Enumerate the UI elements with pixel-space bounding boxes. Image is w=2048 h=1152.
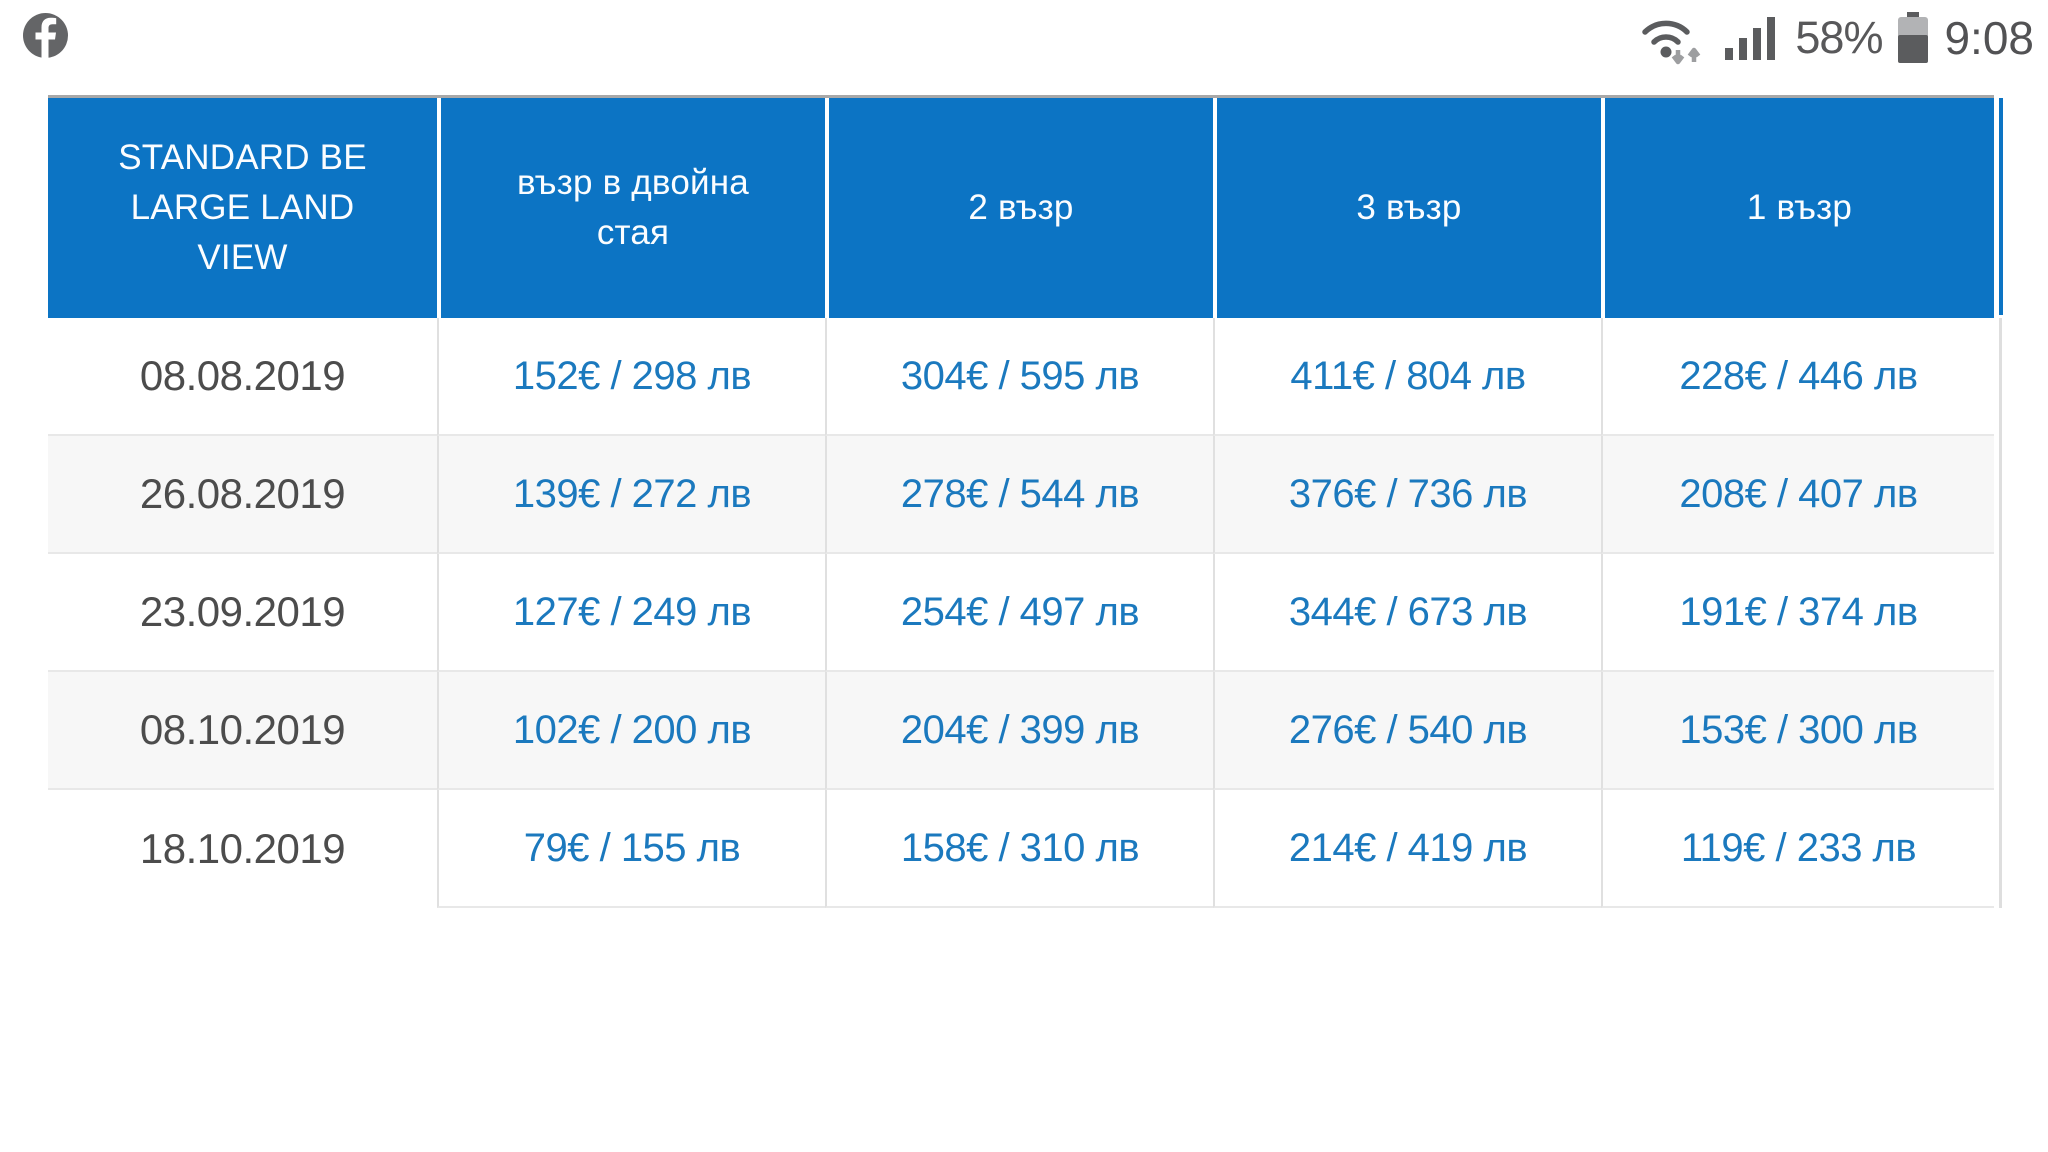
date-cell: 18.10.2019	[139, 825, 346, 872]
price-cell[interactable]: 158€ / 310 лв	[825, 790, 1213, 908]
table-next-column-edge-body	[1999, 318, 2002, 908]
table-next-column-edge	[1999, 98, 2003, 315]
header-1-adult: 1 възр	[1601, 98, 1994, 318]
price-cell[interactable]: 376€ / 736 лв	[1213, 436, 1601, 554]
price-cell[interactable]: 102€ / 200 лв	[437, 672, 825, 790]
date-cell: 26.08.2019	[48, 436, 437, 554]
battery-icon	[1896, 12, 1930, 64]
price-cell[interactable]: 119€ / 233 лв	[1601, 790, 1994, 908]
table-row: 08.10.2019 102€ / 200 лв 204€ / 399 лв 2…	[48, 672, 1994, 790]
date-cell: 08.08.2019	[48, 318, 437, 436]
header-room-type: STANDARD BE LARGE LAND VIEW	[48, 98, 437, 318]
price-cell[interactable]: 153€ / 300 лв	[1601, 672, 1994, 790]
price-cell[interactable]: 139€ / 272 лв	[437, 436, 825, 554]
price-cell[interactable]: 214€ / 419 лв	[1213, 790, 1601, 908]
header-adult-double: възр в двойна стая	[437, 98, 825, 318]
price-cell[interactable]: 204€ / 399 лв	[825, 672, 1213, 790]
status-bar: 58% 9:08	[0, 0, 2048, 76]
header-2-adults: 2 възр	[825, 98, 1213, 318]
price-cell[interactable]: 276€ / 540 лв	[1213, 672, 1601, 790]
header-3-adults: 3 възр	[1213, 98, 1601, 318]
price-cell[interactable]: 304€ / 595 лв	[825, 318, 1213, 436]
price-cell[interactable]: 228€ / 446 лв	[1601, 318, 1994, 436]
price-cell[interactable]: 191€ / 374 лв	[1601, 554, 1994, 672]
system-status-cluster: 58% 9:08	[1637, 0, 2034, 76]
price-table: STANDARD BE LARGE LAND VIEW възр в двойн…	[48, 95, 1994, 908]
price-cell[interactable]: 79€ / 155 лв	[437, 790, 825, 908]
price-cell[interactable]: 254€ / 497 лв	[825, 554, 1213, 672]
date-cell: 23.09.2019	[48, 554, 437, 672]
facebook-icon	[22, 12, 69, 59]
table-row: 23.09.2019 127€ / 249 лв 254€ / 497 лв 3…	[48, 554, 1994, 672]
clock-label: 9:08	[1944, 12, 2034, 64]
price-cell[interactable]: 411€ / 804 лв	[1213, 318, 1601, 436]
wifi-icon	[1637, 10, 1709, 66]
date-cell: 08.10.2019	[48, 672, 437, 790]
table-row: 26.08.2019 139€ / 272 лв 278€ / 544 лв 3…	[48, 436, 1994, 554]
table-row: 18.10.2019 79€ / 155 лв 158€ / 310 лв 21…	[48, 790, 1994, 908]
price-cell[interactable]: 152€ / 298 лв	[437, 318, 825, 436]
battery-percent-label: 58%	[1795, 12, 1883, 63]
table-header-row: STANDARD BE LARGE LAND VIEW възр в двойн…	[48, 98, 1994, 318]
price-cell[interactable]: 208€ / 407 лв	[1601, 436, 1994, 554]
price-cell[interactable]: 127€ / 249 лв	[437, 554, 825, 672]
cellular-signal-icon	[1723, 12, 1781, 64]
table-row: 08.08.2019 152€ / 298 лв 304€ / 595 лв 4…	[48, 318, 1994, 436]
price-cell[interactable]: 278€ / 544 лв	[825, 436, 1213, 554]
price-cell[interactable]: 344€ / 673 лв	[1213, 554, 1601, 672]
